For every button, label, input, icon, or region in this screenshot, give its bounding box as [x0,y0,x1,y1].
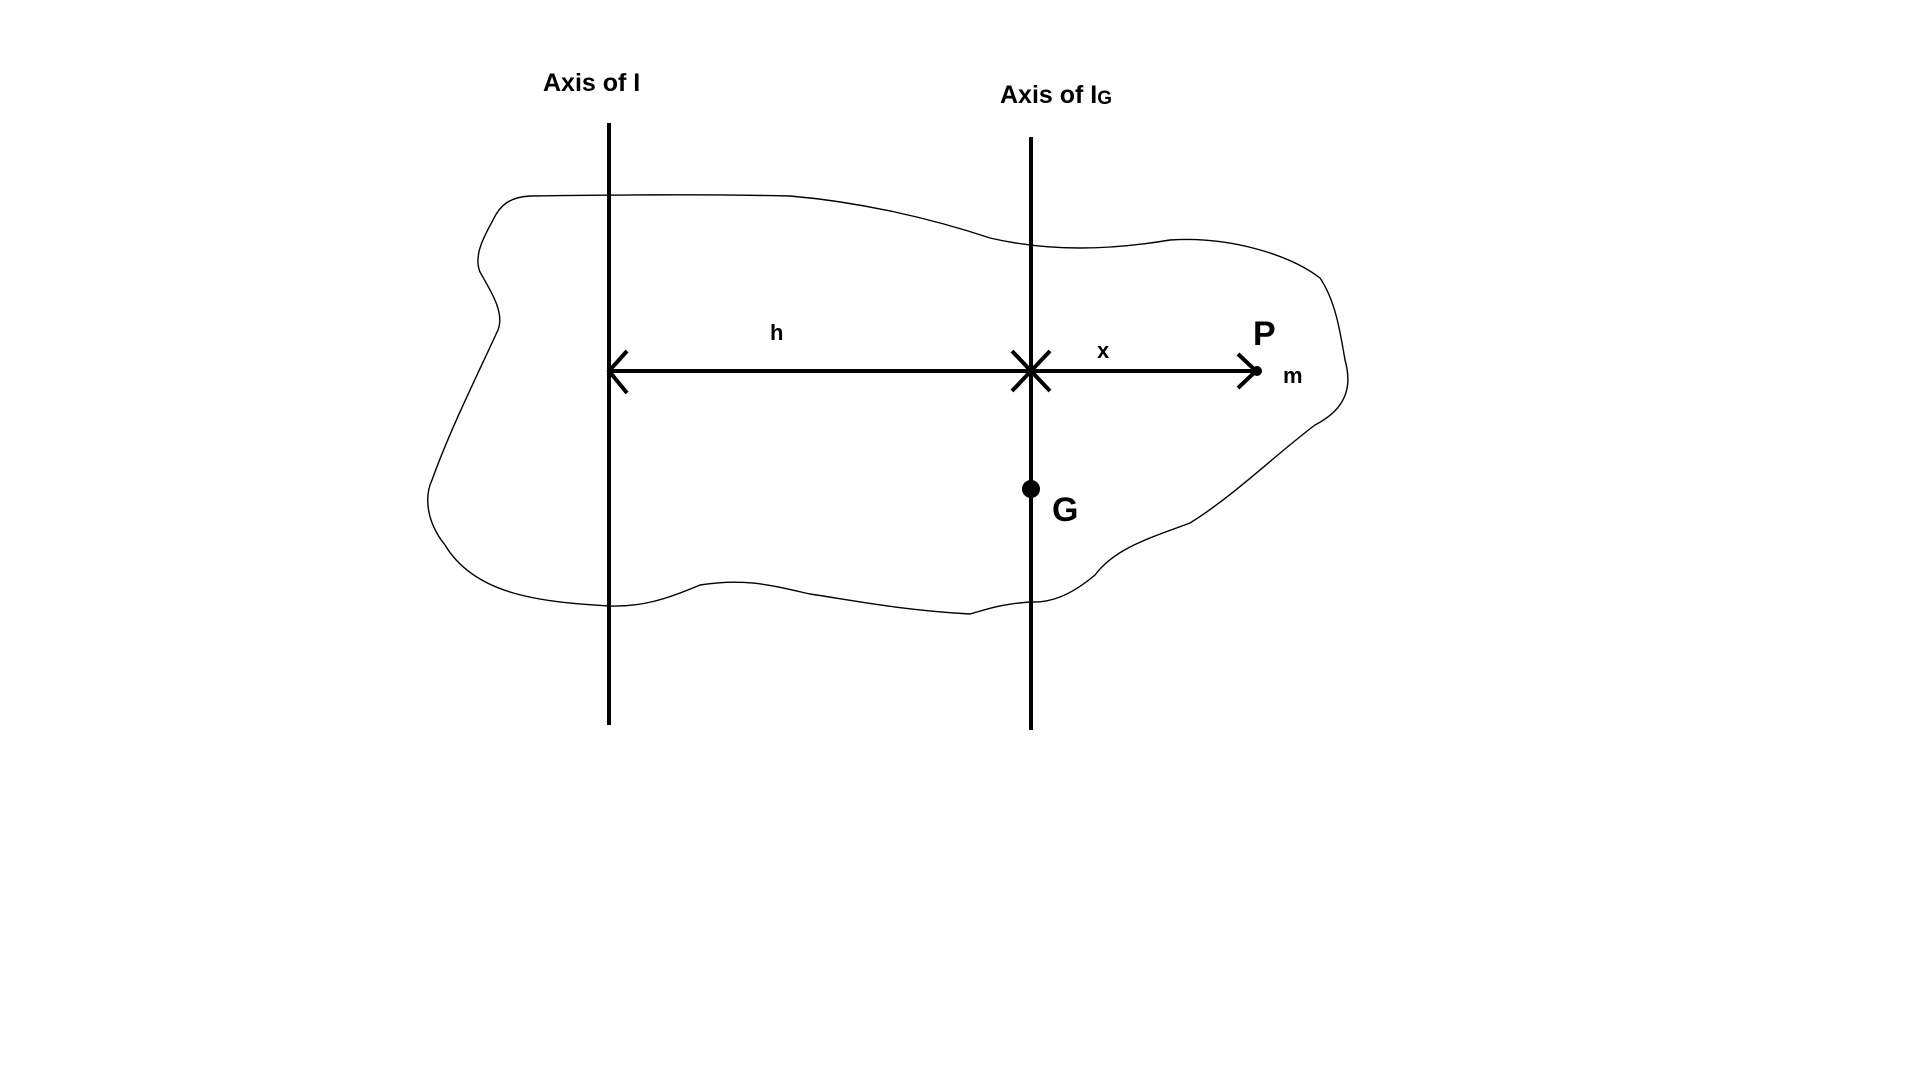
m-label: m [1283,363,1303,388]
axis-i-label: Axis of I [543,69,640,97]
axis-ig-label-main: Axis of I [1000,81,1097,109]
x-label: x [1097,338,1110,363]
centre-of-mass-dot [1022,480,1040,498]
axis-ig-label-subscript: G [1097,88,1112,109]
p-label: P [1253,315,1276,353]
x-arrowhead-left [1028,349,1052,393]
point-p-marker [1252,366,1262,376]
body-outline [427,194,1349,615]
h-label: h [770,320,783,345]
h-arrowhead-left [606,349,629,395]
g-label: G [1052,491,1078,529]
axis-ig-label: Axis of IG [1000,81,1112,109]
